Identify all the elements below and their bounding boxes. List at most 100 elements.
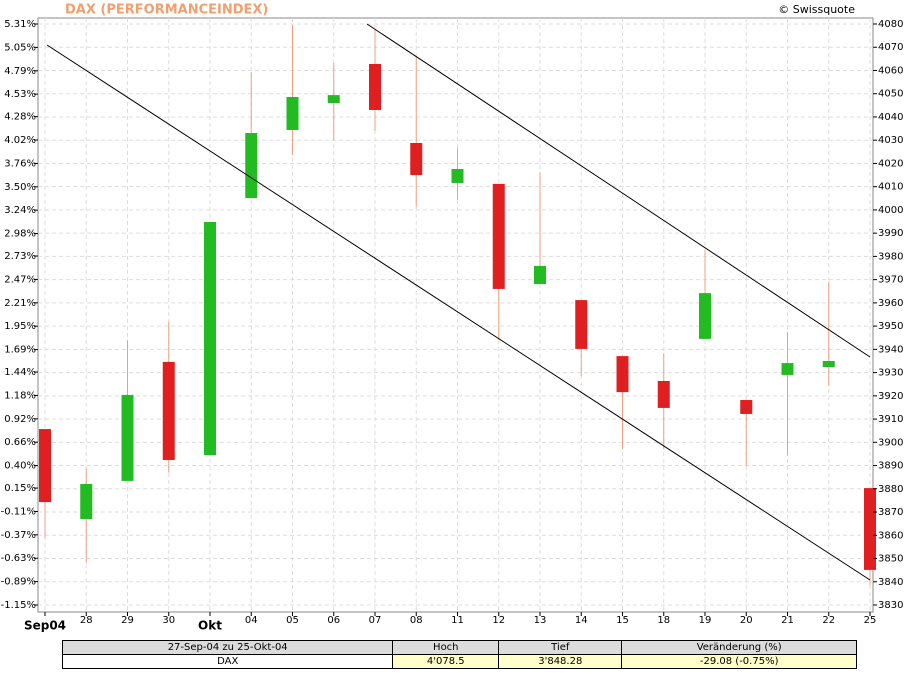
y-tick-label: 3830 — [878, 600, 903, 611]
y2-tick-label: 2.47% — [4, 274, 36, 285]
candle-body — [699, 293, 711, 339]
y2-tick-label: 4.79% — [4, 66, 36, 77]
y-tick-label: 3850 — [878, 554, 903, 565]
x-tick-label: 14 — [575, 615, 588, 626]
candle-body — [822, 360, 835, 368]
x-tick-label: 19 — [699, 615, 712, 626]
x-tick-label: 25 — [864, 615, 877, 626]
x-tick-label: Sep04 — [24, 619, 66, 633]
table-cell: 4'078.5 — [392, 654, 500, 669]
y2-tick-label: -0.37% — [1, 530, 36, 541]
candle-body — [616, 356, 629, 393]
y2-tick-label: -0.63% — [1, 553, 36, 564]
candle-body — [162, 361, 175, 460]
y-tick-label: 3870 — [878, 507, 903, 518]
y2-tick-label: 0.40% — [4, 461, 36, 472]
y2-tick-label: 5.31% — [4, 19, 36, 30]
table-cell: -29.08 (-0.75%) — [621, 654, 857, 669]
y2-tick-label: 0.15% — [4, 483, 36, 494]
table-cell: DAX — [61, 654, 394, 669]
y-tick-label: 3980 — [878, 251, 903, 262]
y-tick-label: 4020 — [878, 158, 903, 169]
y-tick-label: 4000 — [878, 205, 903, 216]
candle-body — [327, 95, 340, 104]
candle-body — [740, 400, 753, 414]
y-tick-label: 3910 — [878, 414, 903, 425]
table-cell: 3'848.28 — [498, 654, 623, 669]
y-tick-label: 3860 — [878, 530, 903, 541]
x-tick-label: 05 — [286, 615, 299, 626]
x-tick-label: 28 — [80, 615, 93, 626]
y2-tick-label: 2.73% — [4, 251, 36, 262]
y-tick-label: 3990 — [878, 228, 903, 239]
x-tick-label: 08 — [410, 615, 423, 626]
y-tick-label: 3890 — [878, 461, 903, 472]
y-tick-label: 3970 — [878, 275, 903, 286]
candle-body — [575, 300, 588, 349]
candle-body — [39, 429, 51, 503]
y-tick-label: 4070 — [878, 42, 903, 53]
y2-tick-label: 4.53% — [4, 89, 36, 100]
chart-title: DAX (PERFORMANCEINDEX) — [65, 3, 268, 18]
y2-tick-label: 0.92% — [4, 414, 36, 425]
y-tick-label: 3900 — [878, 437, 903, 448]
y-tick-label: 3960 — [878, 298, 903, 309]
x-tick-label: 29 — [121, 615, 134, 626]
y2-tick-label: 3.24% — [4, 205, 36, 216]
y2-tick-label: 3.50% — [4, 182, 36, 193]
table-header: 27-Sep-04 zu 25-Okt-04 — [61, 640, 394, 655]
y2-tick-label: 3.76% — [4, 158, 36, 169]
candle-body — [245, 132, 258, 199]
y2-tick-label: 2.98% — [4, 229, 36, 240]
summary-table: 27-Sep-04 zu 25-Okt-04 Hoch Tief Verände… — [61, 640, 857, 669]
y2-tick-label: 1.18% — [4, 390, 36, 401]
y2-tick-label: 1.69% — [4, 345, 36, 356]
candle-body — [80, 483, 93, 520]
candle-body — [657, 380, 670, 408]
x-tick-label: 20 — [740, 615, 753, 626]
y2-tick-label: 4.02% — [4, 135, 36, 146]
y2-tick-label: 5.05% — [4, 42, 36, 53]
candle-body — [492, 183, 505, 289]
x-tick-label: 21 — [781, 615, 794, 626]
candle-body — [864, 488, 876, 570]
y-tick-label: 3880 — [878, 484, 903, 495]
trend-line — [366, 23, 871, 358]
table-header: Hoch — [392, 640, 500, 655]
candle-body — [121, 394, 134, 481]
y-tick-label: 4030 — [878, 135, 903, 146]
candle-body — [451, 169, 464, 183]
candle-body — [410, 142, 423, 176]
y-tick-label: 3930 — [878, 368, 903, 379]
table-header: Tief — [498, 640, 623, 655]
candle-body — [369, 63, 381, 110]
y-tick-label: 4060 — [878, 65, 903, 76]
y2-tick-label: 1.44% — [4, 367, 36, 378]
x-tick-label: 12 — [492, 615, 505, 626]
x-tick-label: 15 — [616, 615, 629, 626]
y2-tick-label: 2.21% — [4, 298, 36, 309]
x-tick-label: 22 — [822, 615, 835, 626]
y2-tick-label: -0.11% — [1, 506, 36, 517]
y-tick-label: 4080 — [878, 19, 903, 30]
candle-body — [534, 265, 546, 285]
candle-body — [286, 96, 299, 130]
trend-line — [46, 44, 871, 581]
y2-tick-label: -1.15% — [1, 600, 36, 611]
x-tick-label: 07 — [369, 615, 382, 626]
y-tick-label: 4050 — [878, 89, 903, 100]
plot-frame — [37, 17, 874, 613]
y-tick-label: 3950 — [878, 321, 903, 332]
y-tick-label: 3940 — [878, 344, 903, 355]
y2-tick-label: 4.28% — [4, 112, 36, 123]
y-tick-label: 3920 — [878, 391, 903, 402]
x-tick-label: 11 — [451, 615, 464, 626]
table-header: Veränderung (%) — [621, 640, 857, 655]
y2-tick-label: 1.95% — [4, 321, 36, 332]
y-tick-label: 3840 — [878, 577, 903, 588]
y2-tick-label: -0.89% — [1, 577, 36, 588]
x-tick-label: 04 — [245, 615, 258, 626]
y-tick-label: 4040 — [878, 112, 903, 123]
credit: © Swissquote — [778, 3, 855, 16]
